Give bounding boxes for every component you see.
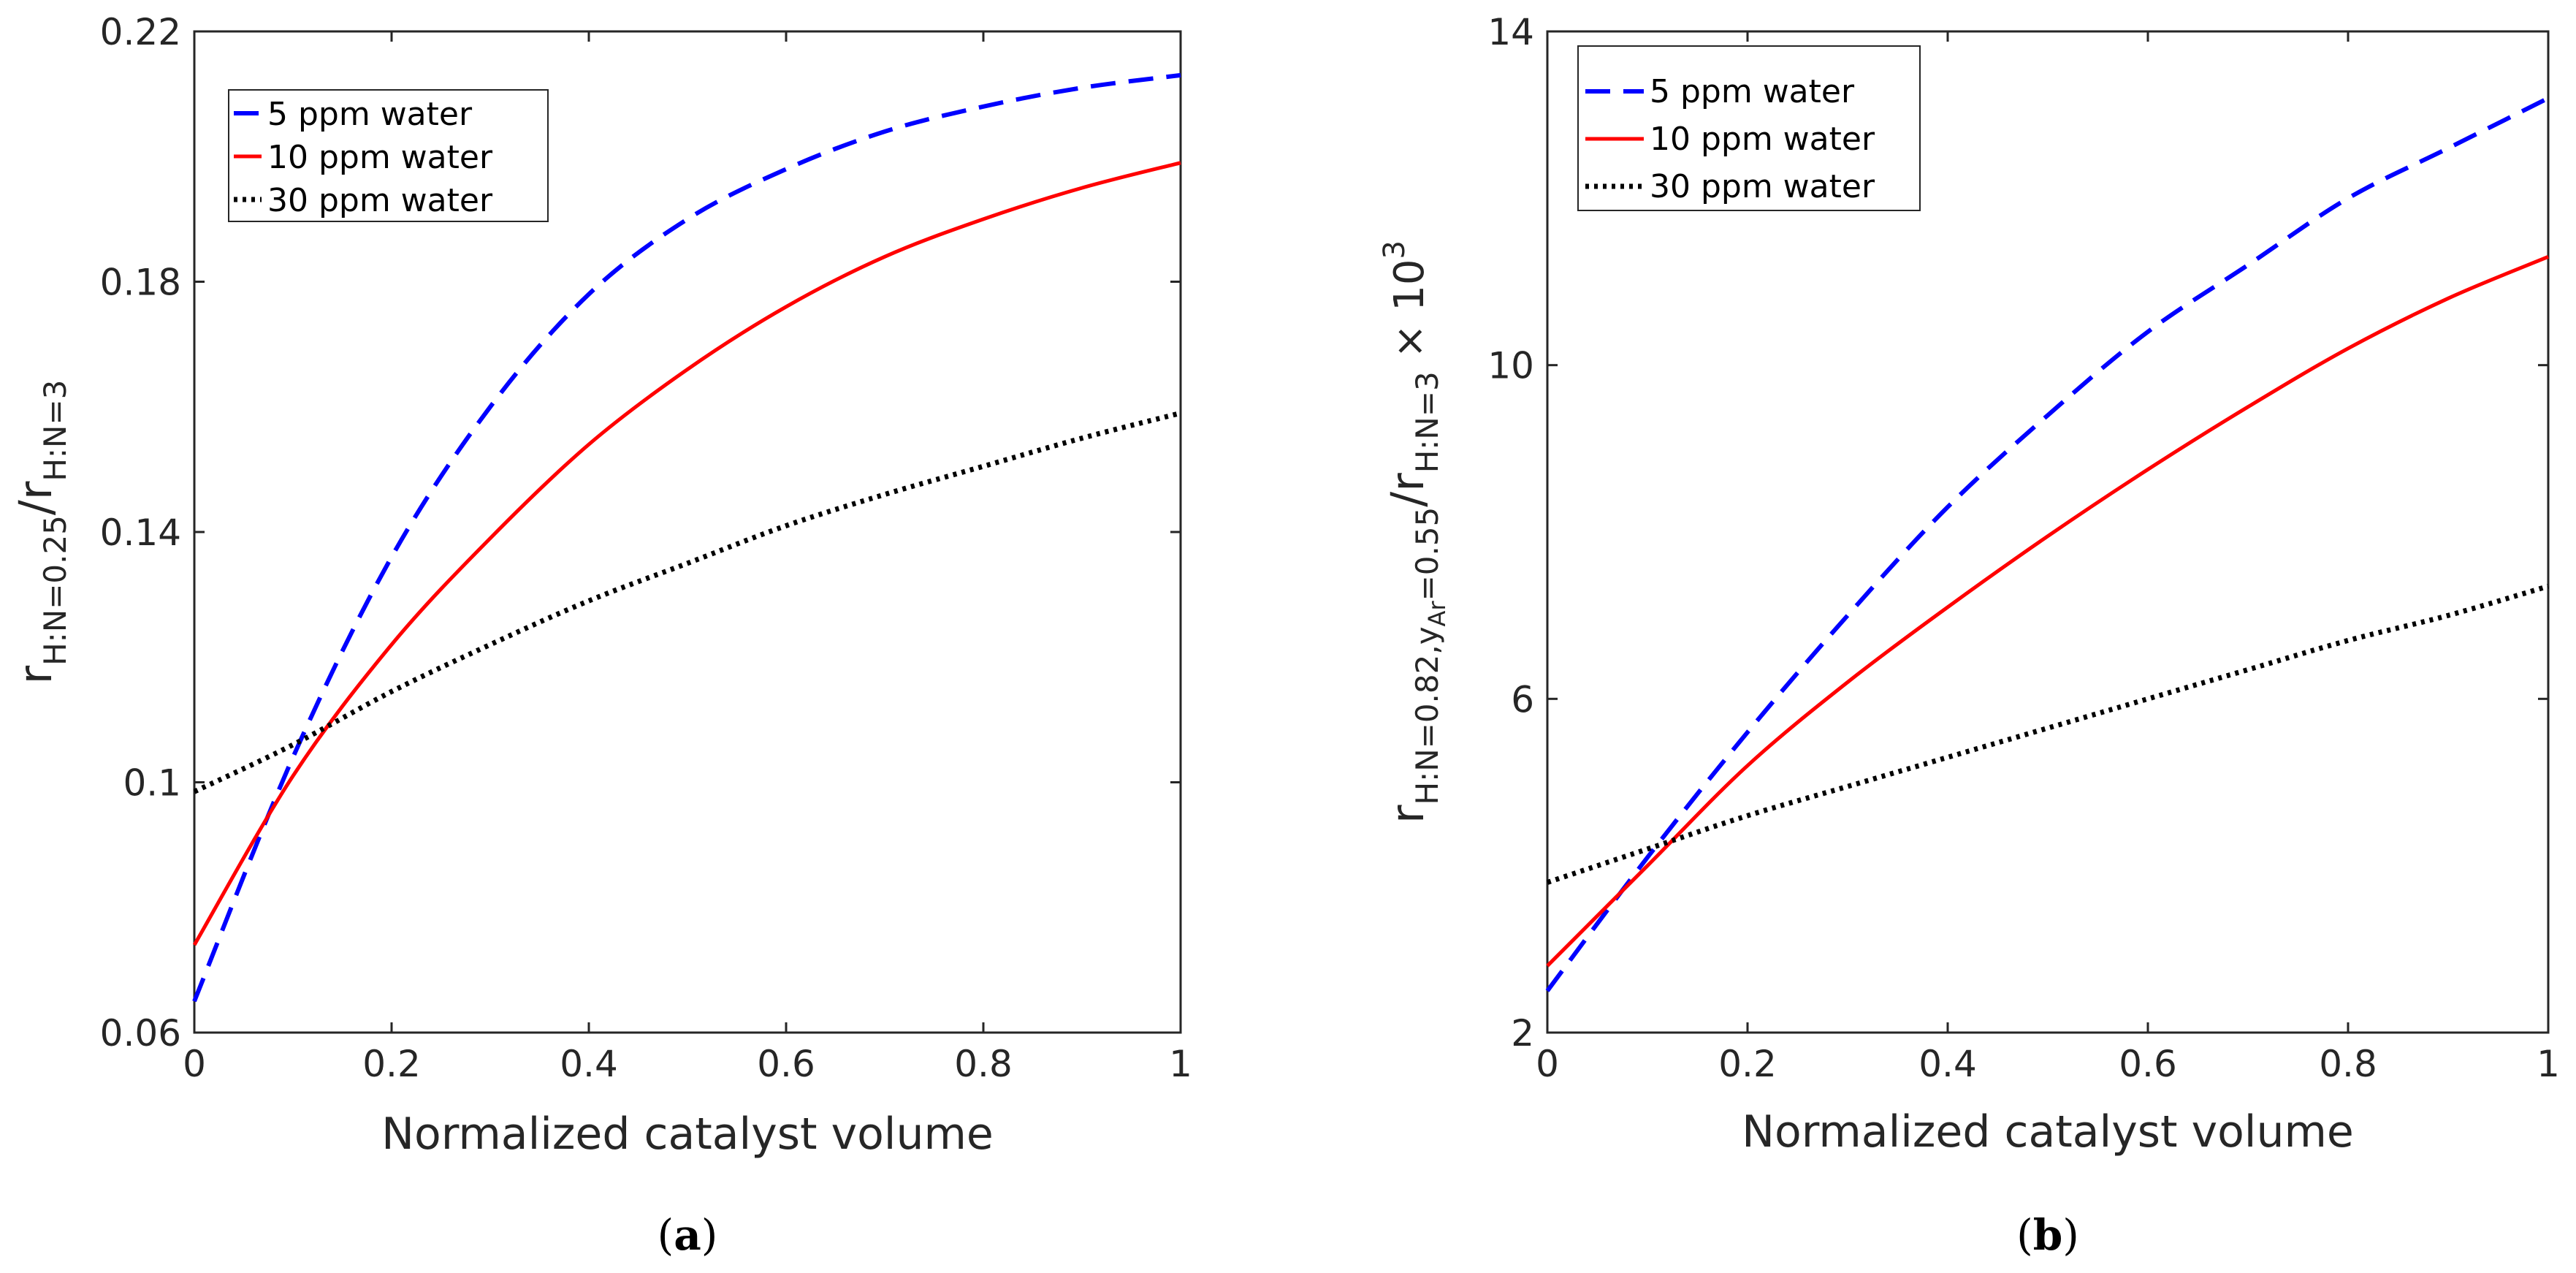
panel-b-y-axis-label: rH:N=0.82,yAr=0.55/rH:N=3 × 103 [1378, 240, 1451, 824]
panel-b-legend-label-5ppm: 5 ppm water [1650, 73, 1855, 110]
panel-a-series-30-ppm-water [193, 410, 1181, 794]
panel-b-legend-box [1577, 45, 1921, 211]
panel-b-caption: (b) [2016, 1210, 2079, 1260]
panel-a-x-tick-label: 0.6 [757, 1043, 815, 1085]
panel-b-y-ticks: 2 6 10 14 [1487, 11, 2548, 1054]
panel-a-chart: 0 0.2 0.4 0.6 0.8 1 0.06 0.1 0.14 0.18 0.22 5 ppm… [9, 11, 1192, 1260]
panel-a-legend-label-30ppm: 30 ppm water [267, 182, 493, 219]
panel-a-y-axis-label: rH:N=0.25/rH:N=3 [9, 380, 73, 685]
panel-a-legend-label-5ppm: 5 ppm water [267, 96, 473, 133]
panel-b-x-ticks: 0 0.2 0.4 0.6 0.8 1 [1536, 31, 2560, 1085]
panel-a-y-tick-label: 0.14 [100, 512, 181, 554]
panel-b-series-5-ppm-water [1545, 96, 2550, 992]
panel-b-plot-frame [1546, 30, 2550, 1034]
panel-a-x-tick-label: 1 [1169, 1043, 1192, 1085]
panel-a-series-5-ppm-water [192, 72, 1181, 1003]
panel-a-x-axis-label: Normalized catalyst volume [381, 1109, 994, 1160]
panel-a-x-tick-label: 0.2 [362, 1043, 421, 1085]
panel-a-series-lines [192, 72, 1181, 1003]
panel-a-x-ticks: 0 0.2 0.4 0.6 0.8 1 [183, 31, 1192, 1085]
panel-a-x-tick-label: 0 [183, 1043, 206, 1085]
panel-b-y-tick-label: 14 [1487, 11, 1534, 53]
panel-a-y-tick-label: 0.18 [100, 262, 181, 304]
panel-b-chart: 0 0.2 0.4 0.6 0.8 1 2 6 10 14 5 ppm water 10 ppm… [1378, 11, 2560, 1260]
panel-a-x-tick-label: 0.8 [954, 1043, 1013, 1085]
panel-a-y-tick-label: 0.22 [100, 11, 181, 53]
panel-b-x-tick-label: 0.8 [2319, 1043, 2377, 1085]
panel-a-y-tick-label: 0.1 [123, 762, 181, 805]
panel-a-caption: (a) [658, 1210, 718, 1260]
panel-a-legend-box [228, 89, 549, 222]
panel-a-y-tick-label: 0.06 [100, 1012, 181, 1054]
panel-b-series-10-ppm-water [1546, 254, 2549, 968]
panel-b-x-tick-label: 0.2 [1718, 1043, 1777, 1085]
panel-b-x-tick-label: 1 [2537, 1043, 2560, 1085]
panel-a-series-10-ppm-water [192, 161, 1181, 946]
panel-a-legend: 5 ppm water 10 ppm water 30 ppm water [228, 89, 549, 222]
panel-b-y-tick-label: 2 [1511, 1012, 1534, 1054]
panel-b-series-lines [1545, 96, 2550, 992]
panel-b-y-tick-label: 6 [1511, 678, 1534, 721]
panel-b-x-tick-label: 0 [1536, 1043, 1559, 1085]
panel-a-y-ticks: 0.06 0.1 0.14 0.18 0.22 [100, 11, 1181, 1054]
panel-b-x-axis-label: Normalized catalyst volume [1742, 1106, 2354, 1158]
panel-b-legend-label-30ppm: 30 ppm water [1650, 168, 1875, 205]
panel-b-x-tick-label: 0.4 [1918, 1043, 1977, 1085]
panel-b-legend: 5 ppm water 10 ppm water 30 ppm water [1577, 45, 1921, 211]
panel-a-x-tick-label: 0.4 [560, 1043, 618, 1085]
panel-b-x-tick-label: 0.6 [2119, 1043, 2177, 1085]
panel-b-series-30-ppm-water [1546, 583, 2549, 885]
panel-b-y-tick-label: 10 [1487, 345, 1534, 387]
panel-a-legend-label-10ppm: 10 ppm water [267, 139, 493, 176]
panel-b-legend-label-10ppm: 10 ppm water [1650, 121, 1875, 158]
